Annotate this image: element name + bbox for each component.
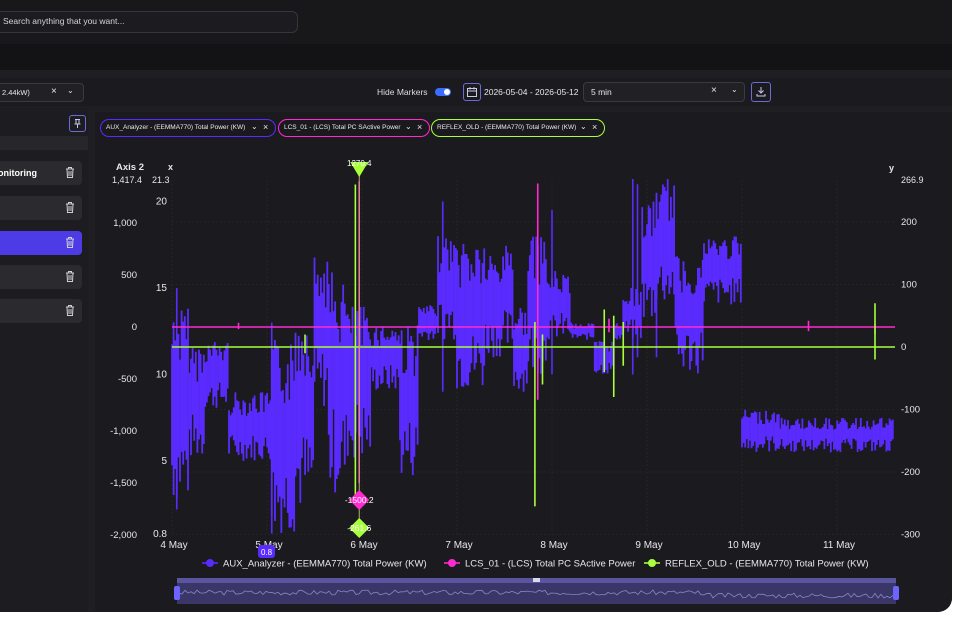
axis2-tick-label: 500 — [121, 270, 137, 281]
chevron-down-icon[interactable]: ⌄ — [67, 86, 74, 95]
x-axis-top-value: 21.3 — [152, 175, 170, 185]
legend-entry: REFLEX_OLD - (EEMMA770) Total Power (KW) — [665, 559, 869, 570]
device-select[interactable]: 2.44kW) × ⌄ — [0, 83, 84, 102]
hide-markers-label: Hide Markers — [377, 87, 428, 97]
sidebar — [0, 108, 88, 612]
marker-lcs-min — [349, 490, 370, 510]
range-handle-right[interactable] — [893, 586, 899, 600]
x-value-tick-label: 0.8 — [153, 529, 167, 540]
sidebar-item[interactable] — [0, 231, 82, 255]
download-icon — [756, 87, 766, 97]
trash-icon[interactable] — [64, 166, 76, 179]
date-range[interactable]: 2026-05-04 - 2026-05-12 — [484, 87, 579, 97]
secondary-bar — [0, 44, 952, 70]
range-handle-left[interactable] — [174, 586, 180, 600]
x-value-tick-label: 5 — [161, 456, 167, 467]
x-date-tick-label: 10 May — [728, 540, 761, 551]
axis2-tick-label: 1,000 — [113, 218, 137, 229]
series-chip-label: AUX_Analyzer - (EEMMA770) Total Power (K… — [106, 124, 246, 131]
marker-lcs-label: -1500.2 — [345, 495, 374, 505]
x-marker-badge — [258, 545, 275, 558]
range-navigator-preview — [178, 589, 894, 599]
x-axis-title: x — [168, 162, 173, 172]
legend-swatch-dot — [206, 559, 214, 567]
chevron-down-icon[interactable]: ⌄ — [405, 122, 412, 131]
x-date-tick-label: 4 May — [160, 540, 187, 551]
y-axis-tick-label: -200 — [901, 467, 920, 478]
x-value-tick-label: 15 — [156, 283, 168, 294]
pin-button[interactable] — [69, 115, 86, 132]
y-axis-tick-label: -300 — [901, 530, 920, 541]
interval-select[interactable]: 5 min × ⌄ — [583, 82, 745, 102]
series-chip[interactable]: LCS_01 - (LCS) Total PC SActive Power ⌄ × — [278, 119, 430, 137]
series-chip[interactable]: REFLEX_OLD - (EEMMA770) Total Power (KW)… — [431, 119, 605, 137]
y-axis-tick-label: 100 — [901, 280, 917, 291]
x-marker-label: 0.8 — [261, 548, 273, 557]
y-axis-tick-label: 200 — [901, 217, 917, 228]
series-chip-label: LCS_01 - (LCS) Total PC SActive Power — [284, 124, 401, 131]
x-date-tick-label: 7 May — [445, 540, 472, 551]
close-icon[interactable]: × — [592, 122, 598, 132]
top-bar: Search anything that you want... — [0, 0, 952, 44]
x-date-tick-label: 11 May — [823, 540, 855, 551]
x-date-tick-label: 9 May — [635, 540, 662, 551]
x-date-tick-label: 8 May — [540, 540, 567, 551]
sidebar-item[interactable] — [0, 265, 82, 289]
clear-icon[interactable]: × — [711, 85, 717, 96]
trash-icon[interactable] — [64, 270, 76, 283]
x-value-tick-label: 20 — [156, 197, 168, 208]
y-axis-tick-label: -100 — [901, 405, 920, 416]
search-placeholder: Search anything that you want... — [3, 16, 125, 26]
hide-markers-toggle[interactable] — [435, 88, 451, 96]
axis2-tick-label: -1,500 — [110, 478, 137, 489]
sidebar-item[interactable] — [0, 299, 82, 323]
sidebar-item-label: onitoring — [0, 168, 37, 178]
sidebar-item[interactable]: onitoring — [0, 161, 82, 185]
trash-icon[interactable] — [64, 236, 76, 249]
axis2-top-value: 1,417.4 — [112, 175, 142, 185]
search-input[interactable]: Search anything that you want... — [0, 11, 298, 33]
calendar-icon — [467, 87, 477, 97]
axis2-title: Axis 2 — [116, 162, 144, 173]
y-axis-top-value: 266.9 — [901, 175, 924, 185]
marker-reflex-min — [349, 518, 370, 538]
marker-top — [350, 162, 369, 177]
chevron-down-icon[interactable]: ⌄ — [251, 122, 258, 131]
close-icon[interactable]: × — [417, 122, 423, 132]
legend-swatch-dot — [648, 559, 656, 567]
range-grip-icon[interactable] — [533, 578, 540, 582]
axis2-tick-label: -2,000 — [110, 530, 137, 541]
download-button[interactable] — [751, 82, 771, 102]
x-date-tick-label: 6 May — [350, 540, 377, 551]
legend-entry: LCS_01 - (LCS) Total PC SActive Power — [465, 559, 635, 570]
marker-reflex-label: -261.6 — [347, 523, 371, 533]
x-value-tick-label: 10 — [156, 370, 168, 381]
legend-entry: AUX_Analyzer - (EEMMA770) Total Power (K… — [223, 559, 427, 570]
clear-icon[interactable]: × — [51, 86, 57, 97]
series-aux-analyzer — [171, 179, 894, 534]
device-select-value: 2.44kW) — [2, 88, 30, 97]
y-axis-title: y — [889, 163, 894, 173]
chevron-down-icon[interactable]: ⌄ — [580, 122, 587, 131]
interval-value: 5 min — [591, 87, 612, 97]
chevron-down-icon[interactable]: ⌄ — [731, 85, 738, 94]
y-axis-tick-label: 0 — [901, 342, 906, 353]
marker-top-label: 1270.4 — [347, 159, 372, 168]
legend-swatch-dot — [448, 559, 456, 567]
axis2-tick-label: -1,000 — [110, 426, 137, 437]
calendar-button[interactable] — [463, 83, 481, 101]
trash-icon[interactable] — [64, 304, 76, 317]
series-chip[interactable]: AUX_Analyzer - (EEMMA770) Total Power (K… — [100, 119, 276, 137]
sidebar-item[interactable] — [0, 136, 82, 150]
trash-icon[interactable] — [64, 201, 76, 214]
axis2-tick-label: 0 — [132, 322, 137, 333]
series-chip-label: REFLEX_OLD - (EEMMA770) Total Power (KW) — [437, 124, 577, 131]
close-icon[interactable]: × — [263, 122, 269, 132]
sidebar-item[interactable] — [0, 196, 82, 220]
app-window: Search anything that you want... 2.44kW)… — [0, 0, 952, 612]
axis2-tick-label: -500 — [118, 374, 137, 385]
pin-icon — [74, 119, 81, 128]
